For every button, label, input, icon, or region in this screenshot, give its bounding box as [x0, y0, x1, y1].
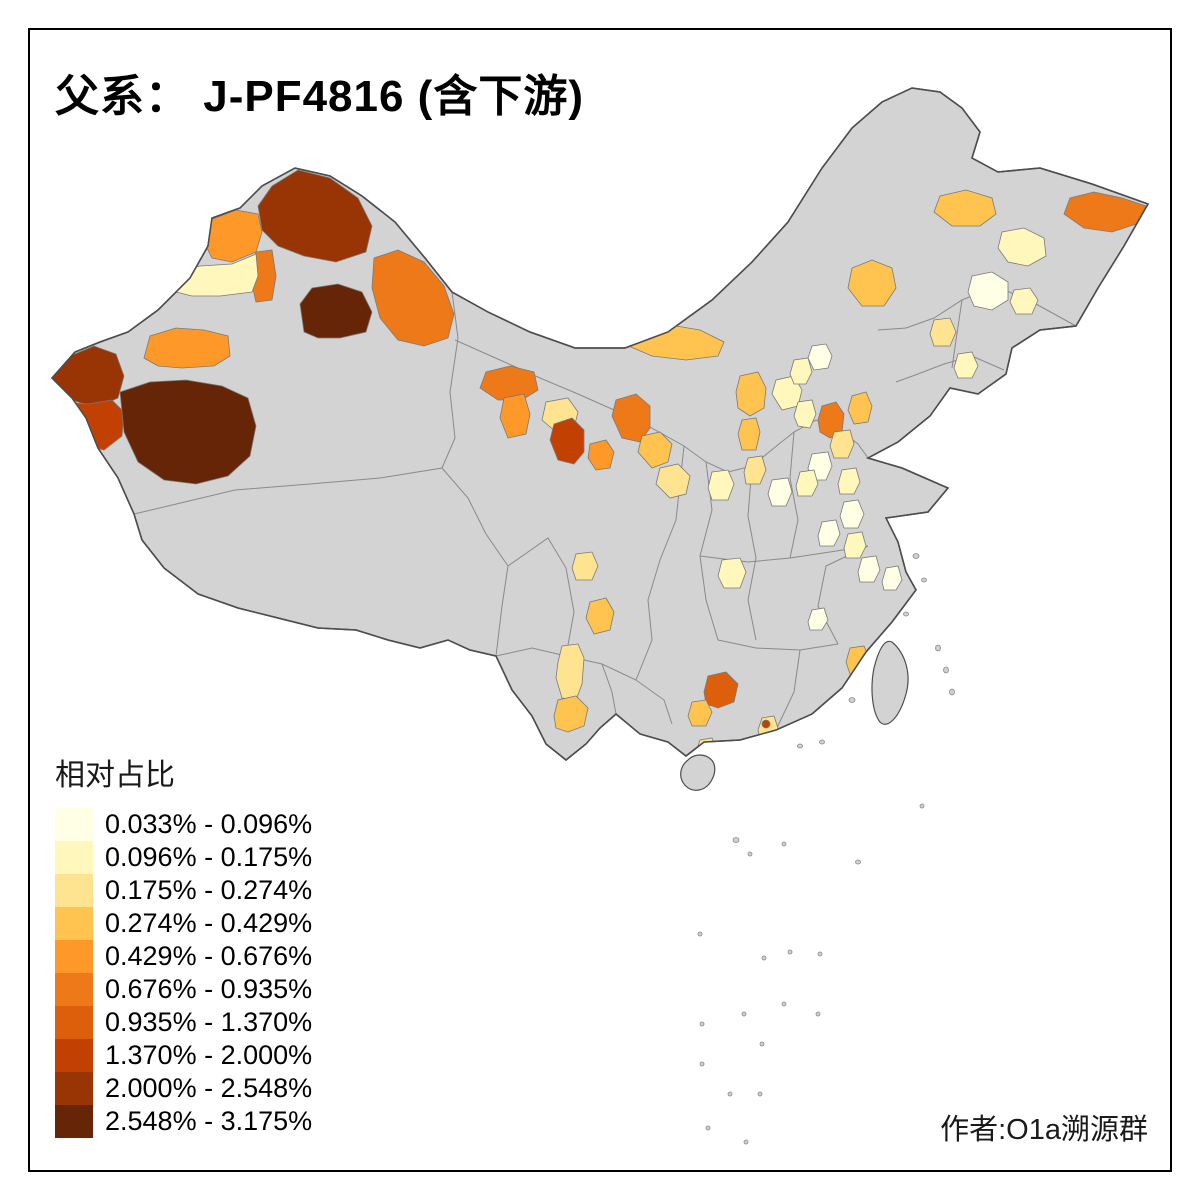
map-region — [795, 469, 819, 497]
legend-row: 2.000% - 2.548% — [55, 1072, 312, 1105]
map-region — [637, 431, 673, 469]
province-borders — [133, 285, 1077, 731]
map-region — [655, 463, 691, 499]
legend-color-swatch — [55, 907, 93, 940]
map-region — [119, 379, 257, 485]
legend-range-label: 0.676% - 0.935% — [105, 974, 313, 1004]
map-region — [847, 391, 873, 425]
map-region — [761, 719, 771, 729]
map-region — [205, 209, 263, 263]
map-region — [611, 393, 651, 443]
legend-color-swatch — [55, 940, 93, 973]
map-region — [843, 531, 867, 559]
page-title: 父系： J-PF4816 (含下游) — [55, 72, 584, 121]
map-region — [549, 417, 585, 465]
legend-color-swatch — [55, 973, 93, 1006]
legend-row: 0.175% - 0.274% — [55, 874, 312, 907]
map-region — [717, 557, 747, 589]
map-region — [771, 375, 803, 411]
legend-range-label: 2.000% - 2.548% — [105, 1073, 313, 1103]
legend-row: 2.548% - 3.175% — [55, 1105, 312, 1138]
legend-range-label: 0.096% - 0.175% — [105, 842, 313, 872]
map-region — [829, 429, 855, 459]
map-region — [789, 357, 813, 385]
map-region — [743, 455, 767, 485]
legend-color-swatch — [55, 874, 93, 907]
map-region — [817, 519, 841, 547]
legend-color-swatch — [55, 841, 93, 874]
map-region — [793, 399, 817, 429]
map-region — [837, 467, 861, 495]
map-region — [997, 227, 1047, 267]
hainan-island — [680, 754, 716, 791]
legend-range-label: 0.033% - 0.096% — [105, 809, 313, 839]
legend-row: 0.096% - 0.175% — [55, 841, 312, 874]
legend-range-label: 1.370% - 2.000% — [105, 1040, 313, 1070]
taiwan-island — [871, 640, 909, 725]
map-region — [929, 317, 957, 347]
map-region — [767, 477, 793, 507]
map-region — [707, 469, 735, 501]
map-region — [585, 597, 615, 635]
attribution-text: 作者:O1a溯源群 — [940, 1114, 1148, 1146]
map-region — [555, 643, 585, 701]
legend-color-swatch — [55, 808, 93, 841]
map-region — [967, 271, 1009, 311]
map-region — [807, 343, 833, 371]
map-region — [933, 189, 997, 227]
map-region — [143, 327, 231, 369]
legend-color-swatch — [55, 1072, 93, 1105]
map-region — [553, 695, 589, 733]
map-region — [571, 551, 599, 581]
legend-color-swatch — [55, 1039, 93, 1072]
map-region — [881, 565, 903, 591]
map-region — [587, 439, 615, 471]
map-region — [499, 393, 531, 439]
legend-range-label: 0.175% - 0.274% — [105, 875, 313, 905]
map-region — [847, 259, 897, 307]
map-region — [857, 555, 881, 583]
map-region — [1009, 287, 1039, 315]
map-region — [953, 351, 979, 379]
map-region — [479, 365, 539, 401]
legend-color-swatch — [55, 1006, 93, 1039]
map-region — [817, 401, 845, 439]
legend-row: 1.370% - 2.000% — [55, 1039, 312, 1072]
legend-row: 0.935% - 1.370% — [55, 1006, 312, 1039]
legend-range-label: 0.429% - 0.676% — [105, 941, 313, 971]
map-region — [371, 249, 455, 347]
legend-row: 0.274% - 0.429% — [55, 907, 312, 940]
legend: 相对占比 0.033% - 0.096% 0.096% - 0.175% 0.1… — [55, 750, 312, 1138]
map-region — [737, 417, 761, 451]
legend-range-label: 2.548% - 3.175% — [105, 1106, 313, 1136]
map-region — [52, 345, 125, 409]
legend-range-label: 0.274% - 0.429% — [105, 908, 313, 938]
map-region — [687, 699, 713, 727]
legend-rows: 0.033% - 0.096% 0.096% - 0.175% 0.175% -… — [55, 808, 312, 1138]
legend-row: 0.429% - 0.676% — [55, 940, 312, 973]
legend-range-label: 0.935% - 1.370% — [105, 1007, 313, 1037]
legend-row: 0.676% - 0.935% — [55, 973, 312, 1006]
legend-color-swatch — [55, 1105, 93, 1138]
legend-title: 相对占比 — [55, 759, 175, 792]
legend-row: 0.033% - 0.096% — [55, 808, 312, 841]
map-region — [839, 499, 865, 529]
south-china-sea-islands — [697, 553, 955, 1145]
map-region — [299, 283, 373, 339]
map-region — [735, 371, 767, 417]
map-region — [807, 607, 829, 631]
map-region — [257, 169, 373, 263]
